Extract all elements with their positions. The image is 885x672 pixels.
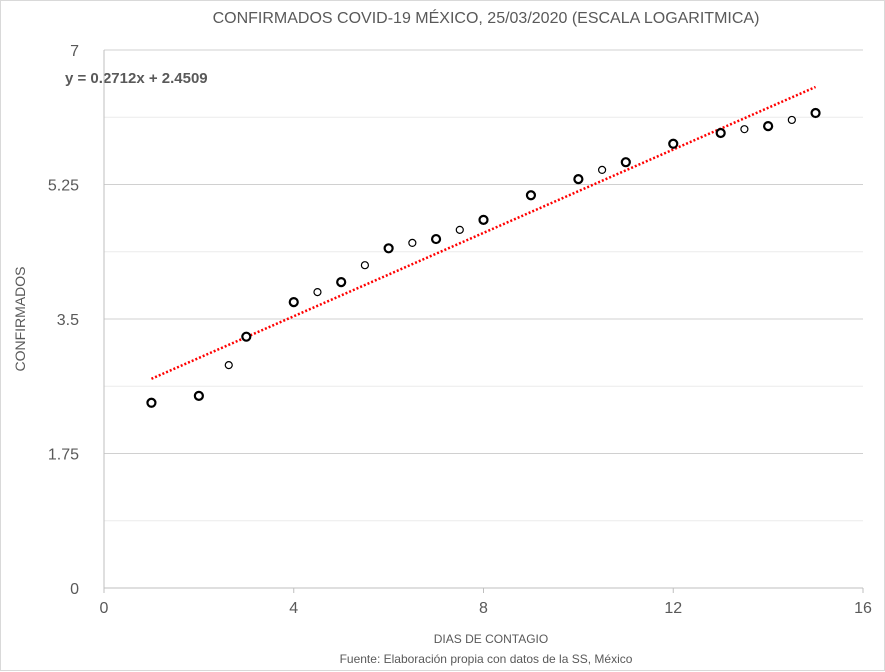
data-point [430, 233, 442, 245]
x-axis-label: DIAS DE CONTAGIO [434, 632, 548, 646]
data-point [787, 115, 796, 125]
data-point [573, 174, 584, 185]
trendline [150, 85, 817, 380]
x-tick-label: 16 [854, 600, 872, 617]
data-point [715, 127, 726, 139]
chart-title: CONFIRMADOS COVID-19 MÉXICO, 25/03/2020 … [213, 8, 760, 27]
data-point [360, 261, 370, 270]
x-tick-label: 12 [664, 600, 682, 617]
data-point [763, 120, 774, 132]
data-point [193, 390, 204, 401]
data-point [408, 238, 417, 248]
x-tick-label: 0 [100, 600, 109, 617]
data-point [620, 157, 631, 168]
x-tick-label: 4 [289, 600, 298, 617]
source-note: Fuente: Elaboración propia con datos de … [340, 652, 633, 666]
data-point [478, 214, 489, 225]
data-point [597, 165, 607, 174]
y-tick-label: 5.25 [48, 178, 79, 195]
data-point [146, 397, 157, 408]
data-point [288, 296, 299, 308]
data-point [241, 331, 252, 342]
data-point [740, 125, 749, 134]
data-point [224, 361, 233, 370]
data-point [668, 138, 679, 149]
data-point [313, 288, 322, 297]
data-point [383, 243, 394, 254]
y-axis-label: CONFIRMADOS [12, 267, 28, 372]
data-point [336, 277, 347, 288]
y-tick-label: 0 [70, 581, 79, 598]
data-point [810, 107, 821, 119]
x-tick-label: 8 [479, 600, 488, 617]
y-tick-label: 3.5 [57, 312, 79, 329]
y-tick-label: 7 [70, 43, 79, 60]
trendline-equation: y = 0.2712x + 2.4509 [65, 70, 208, 87]
data-point [525, 190, 537, 201]
y-tick-label: 1.75 [48, 447, 79, 464]
data-point [455, 225, 464, 234]
